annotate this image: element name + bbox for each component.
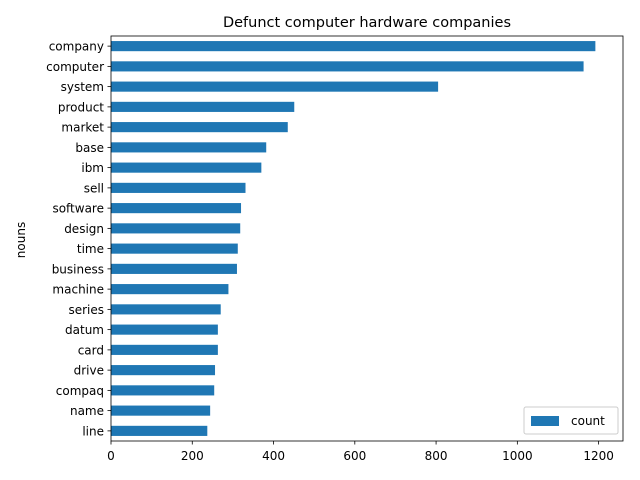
chart-title: Defunct computer hardware companies [223, 15, 511, 31]
y-tick-label-drive: drive [74, 364, 104, 378]
bar-compaq [111, 385, 215, 396]
y-tick-label-compaq: compaq [56, 384, 104, 398]
y-tick-label-business: business [52, 262, 104, 276]
bar-datum [111, 324, 218, 335]
legend-label: count [571, 414, 605, 428]
legend: count [523, 406, 619, 435]
plot-spines [110, 35, 624, 442]
y-tick-label-machine: machine [52, 283, 104, 297]
bar-name [111, 405, 211, 416]
bar-system [111, 81, 439, 92]
bar-software [111, 203, 242, 214]
ticks-layer: company computer system product market base ib… [46, 40, 614, 463]
bar-company [111, 41, 596, 52]
plot-frame [110, 35, 624, 442]
y-tick-label-datum: datum [65, 323, 104, 337]
y-tick-label-market: market [61, 121, 104, 135]
y-tick-label-company: company [49, 40, 104, 54]
y-tick-label-series: series [68, 303, 104, 317]
bar-product [111, 101, 295, 112]
x-tick-label-200: 200 [181, 449, 204, 463]
y-tick-label-system: system [61, 80, 104, 94]
x-tick-label-1000: 1000 [502, 449, 533, 463]
y-tick-label-name: name [70, 404, 104, 418]
bar-series [111, 304, 221, 315]
y-tick-label-time: time [77, 242, 104, 256]
y-tick-label-computer: computer [46, 60, 104, 74]
y-axis-label: nouns [14, 222, 28, 258]
bar-sell [111, 182, 246, 193]
x-tick-label-600: 600 [343, 449, 366, 463]
y-tick-label-design: design [64, 222, 104, 236]
bar-business [111, 263, 237, 274]
bar-machine [111, 284, 229, 295]
bar-market [111, 122, 288, 133]
x-tick-label-800: 800 [425, 449, 448, 463]
y-tick-label-base: base [75, 141, 104, 155]
x-tick-label-1200: 1200 [583, 449, 614, 463]
legend-box [523, 406, 619, 435]
y-tick-label-line: line [82, 424, 104, 438]
bar-computer [111, 61, 584, 72]
bar-base [111, 142, 267, 153]
x-tick-label-0: 0 [107, 449, 115, 463]
bar-ibm [111, 162, 262, 173]
bar-design [111, 223, 241, 234]
bar-drive [111, 365, 216, 376]
y-tick-label-card: card [78, 343, 104, 357]
y-tick-label-product: product [58, 100, 104, 114]
bar-card [111, 344, 218, 355]
y-tick-label-ibm: ibm [81, 161, 104, 175]
bar-time [111, 243, 238, 254]
bars-layer [111, 41, 596, 436]
y-tick-label-software: software [52, 202, 104, 216]
bar-line [111, 425, 208, 436]
y-tick-label-sell: sell [84, 181, 104, 195]
legend-swatch [531, 416, 559, 426]
x-tick-label-400: 400 [262, 449, 285, 463]
